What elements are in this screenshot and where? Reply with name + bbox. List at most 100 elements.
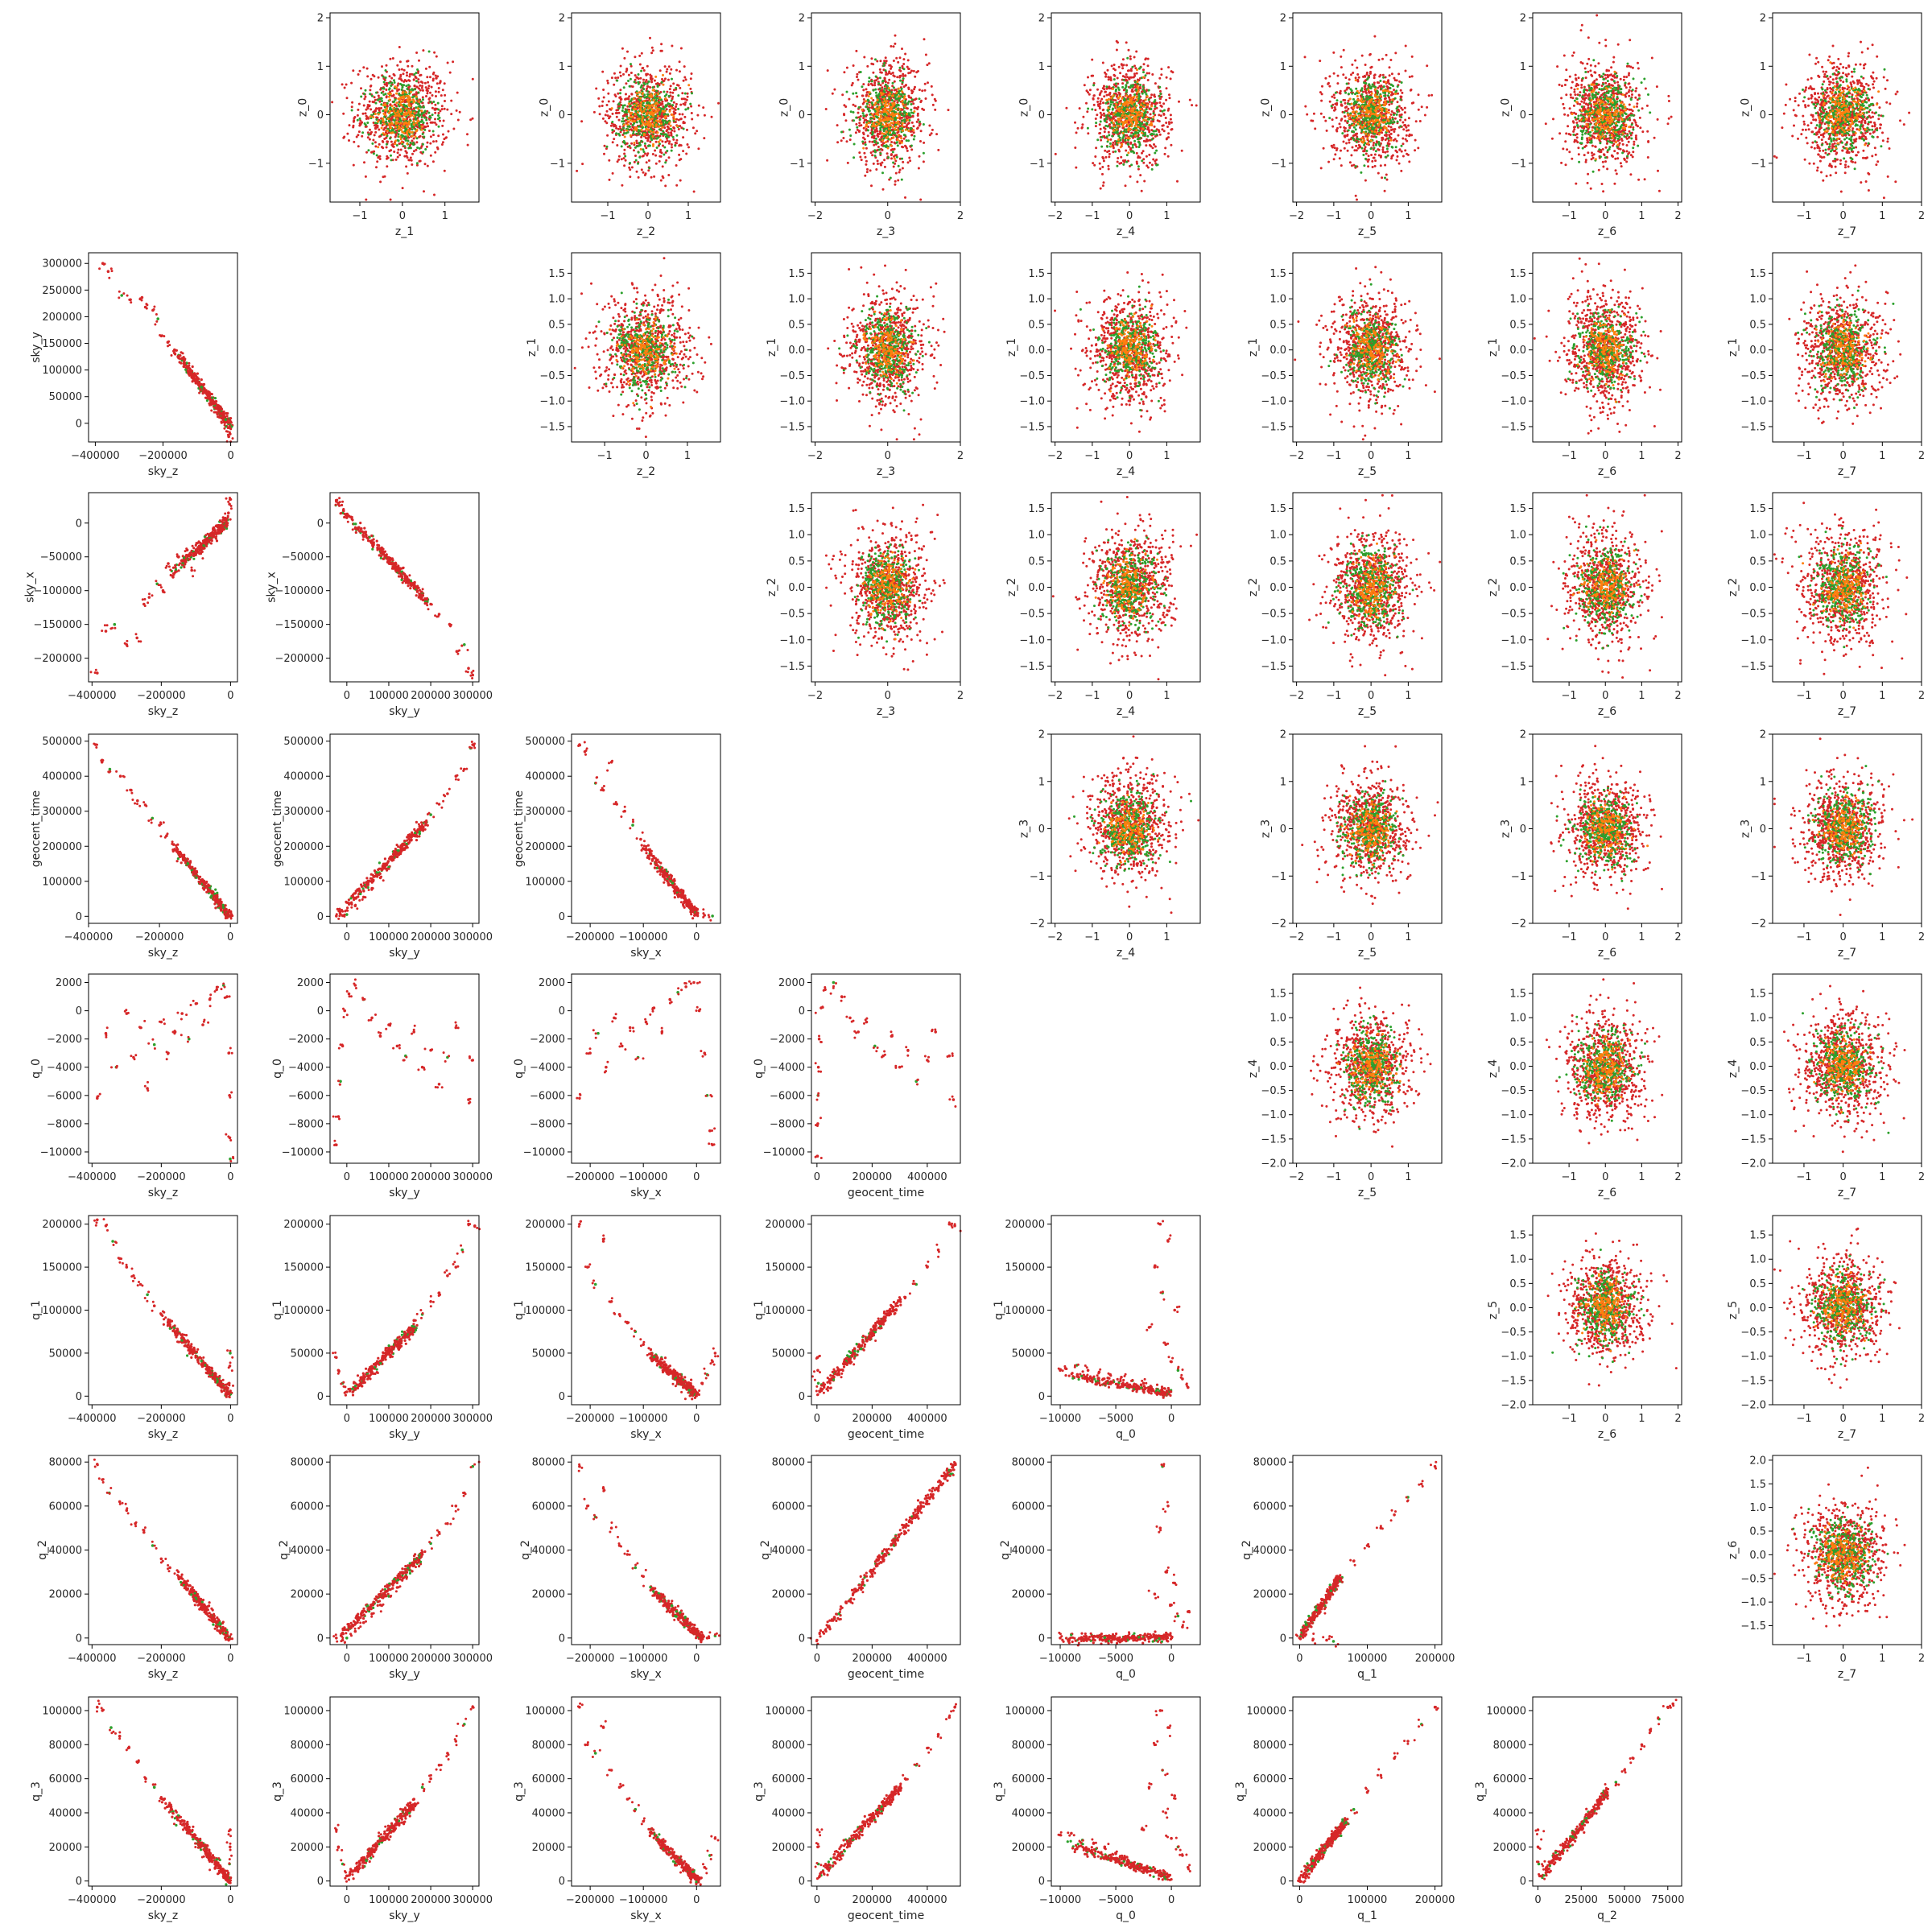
scatter-point (899, 74, 902, 77)
scatter-point (426, 92, 429, 95)
scatter-point (1166, 126, 1169, 128)
scatter-point (1130, 76, 1133, 79)
scatter-point (1131, 90, 1134, 93)
scatter-point (370, 94, 374, 97)
scatter-point (374, 113, 377, 115)
scatter-point (405, 122, 408, 125)
scatter-point (397, 97, 400, 101)
scatter-point (918, 155, 921, 158)
scatter-point (877, 93, 881, 97)
scatter-point (652, 99, 655, 101)
scatter-point (907, 88, 910, 91)
scatter-point (643, 142, 646, 145)
scatter-point (931, 103, 935, 106)
scatter-point (1099, 100, 1102, 103)
scatter-point (604, 114, 607, 117)
scatter-point (1136, 109, 1139, 112)
scatter-point (1101, 61, 1104, 64)
scatter-point (358, 69, 361, 72)
scatter-point (408, 130, 411, 134)
scatter-point (400, 141, 403, 144)
scatter-point (392, 72, 395, 76)
scatter-point (717, 101, 720, 105)
scatter-point (415, 128, 419, 131)
scatter-point (1094, 125, 1097, 128)
scatter-point (1138, 143, 1141, 147)
scatter-point (852, 92, 855, 95)
scatter-point (1142, 68, 1145, 72)
scatter-point (420, 125, 423, 128)
scatter-point (1162, 102, 1166, 105)
scatter-point (906, 101, 910, 105)
scatter-point (1340, 55, 1343, 58)
scatter-point (1154, 151, 1157, 155)
scatter-point (1139, 98, 1142, 101)
scatter-point (1154, 145, 1157, 148)
scatter-point (440, 105, 444, 108)
scatter-point (369, 85, 372, 88)
scatter-point (678, 60, 681, 64)
scatter-point (357, 130, 361, 134)
scatter-point (429, 116, 432, 119)
scatter-point (1116, 76, 1119, 80)
scatter-point (1146, 79, 1150, 81)
scatter-point (1137, 86, 1139, 89)
scatter-point (431, 77, 435, 80)
scatter-point (859, 115, 862, 118)
scatter-point (608, 159, 611, 162)
scatter-point (1168, 93, 1170, 97)
scatter-point (428, 65, 431, 68)
scatter-point (1098, 123, 1101, 126)
scatter-point (1129, 118, 1132, 121)
scatter-point (1103, 130, 1106, 134)
scatter-point (1137, 126, 1140, 129)
scatter-point (654, 110, 658, 114)
scatter-point (641, 124, 644, 127)
scatter-point (458, 110, 461, 114)
scatter-point (886, 152, 889, 155)
scatter-point (1135, 160, 1138, 163)
scatter-point (1146, 64, 1150, 68)
scatter-point (891, 102, 894, 105)
scatter-point (654, 105, 657, 109)
scatter-point (1150, 93, 1154, 97)
scatter-point (611, 131, 614, 134)
scatter-point (1137, 114, 1141, 117)
scatter-point (909, 159, 912, 163)
scatter-point (419, 105, 423, 109)
scatter-point (892, 165, 895, 168)
scatter-point (432, 134, 435, 137)
scatter-point (424, 67, 427, 70)
scatter-point (910, 92, 914, 95)
scatter-point (363, 97, 366, 101)
scatter-point (1095, 147, 1098, 150)
scatter-point (383, 83, 386, 86)
scatter-point (1141, 127, 1145, 130)
scatter-point (897, 164, 900, 167)
scatter-point (1145, 144, 1148, 147)
scatter-point (923, 89, 927, 92)
scatter-point (879, 110, 882, 114)
scatter-point (647, 104, 650, 107)
scatter-point (667, 102, 670, 105)
scatter-point (435, 123, 438, 126)
scatter-point (400, 128, 403, 131)
scatter-point (365, 114, 368, 118)
scatter-point (367, 133, 370, 136)
scatter-point (872, 89, 875, 92)
scatter-point (378, 158, 382, 160)
scatter-point (1112, 129, 1115, 132)
scatter-point (391, 57, 394, 60)
scatter-point (1144, 98, 1147, 101)
scatter-point (857, 130, 861, 133)
scatter-point (660, 43, 663, 46)
scatter-point (1088, 89, 1092, 92)
scatter-point (854, 105, 857, 108)
scatter-point (831, 92, 834, 95)
scatter-point (656, 102, 659, 105)
scatter-point (898, 128, 902, 131)
scatter-point (654, 102, 657, 105)
scatter-point (865, 123, 868, 126)
y-tick-label: −1 (308, 158, 324, 170)
scatter-point (865, 102, 869, 105)
